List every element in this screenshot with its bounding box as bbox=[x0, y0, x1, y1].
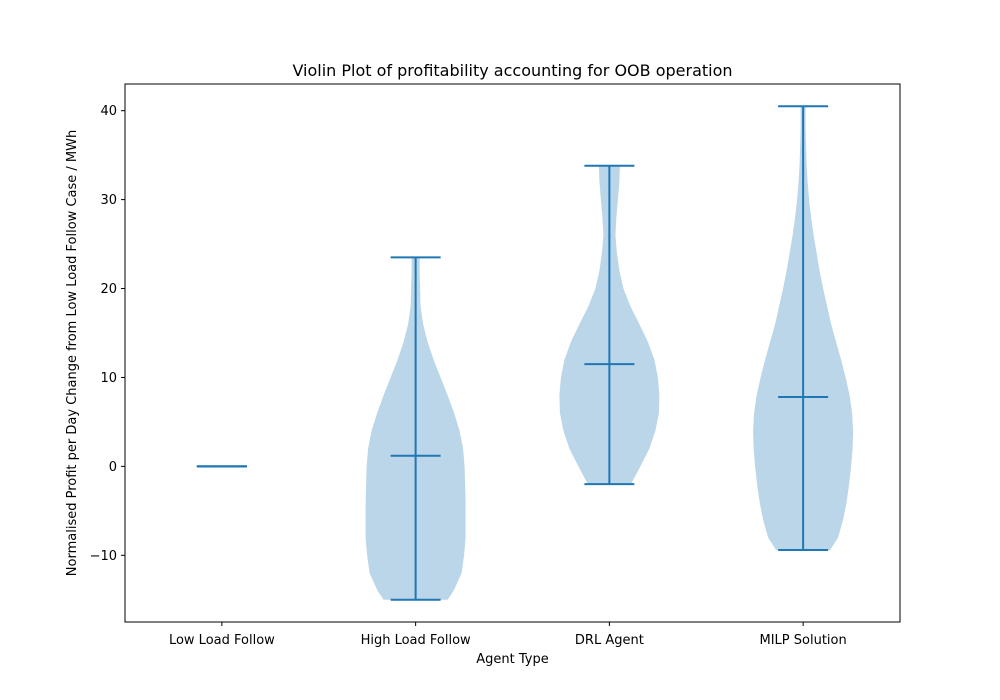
axes-frame bbox=[124, 83, 901, 623]
x-tick-label: High Load Follow bbox=[361, 633, 471, 648]
y-axis: −10 0 10 20 30 40 bbox=[90, 104, 125, 564]
x-axis-label: Agent Type bbox=[476, 652, 548, 667]
x-tick-label: MILP Solution bbox=[760, 633, 847, 648]
violin-milp-solution bbox=[753, 105, 854, 551]
plot-area bbox=[196, 105, 854, 601]
y-tick-label: 0 bbox=[109, 460, 117, 475]
y-tick-label: 20 bbox=[100, 282, 117, 297]
x-tick-label: DRL Agent bbox=[575, 633, 644, 648]
y-tick-label: 10 bbox=[100, 371, 117, 386]
x-tick-label: Low Load Follow bbox=[169, 633, 275, 648]
violin-drl-agent bbox=[559, 164, 660, 486]
x-axis: Low Load Follow High Load Follow DRL Agent… bbox=[169, 622, 847, 648]
y-tick-label: 30 bbox=[100, 193, 117, 208]
y-axis-label: Normalised Profit per Day Change from Lo… bbox=[65, 130, 80, 576]
y-tick-label: −10 bbox=[90, 549, 117, 564]
y-tick-label: 40 bbox=[100, 104, 117, 119]
chart-title: Violin Plot of profitability accounting … bbox=[292, 61, 732, 80]
violin-high-load-follow bbox=[365, 256, 466, 601]
